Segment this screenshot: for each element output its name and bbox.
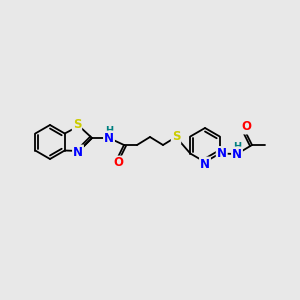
Text: N: N: [104, 131, 114, 145]
Text: N: N: [200, 158, 210, 170]
Text: H: H: [105, 126, 113, 136]
Text: S: S: [172, 130, 180, 143]
Text: N: N: [232, 148, 242, 160]
Text: H: H: [233, 142, 241, 152]
Text: N: N: [73, 146, 83, 158]
Text: N: N: [217, 147, 227, 160]
Text: S: S: [73, 118, 81, 131]
Text: O: O: [113, 157, 123, 169]
Text: O: O: [241, 121, 251, 134]
